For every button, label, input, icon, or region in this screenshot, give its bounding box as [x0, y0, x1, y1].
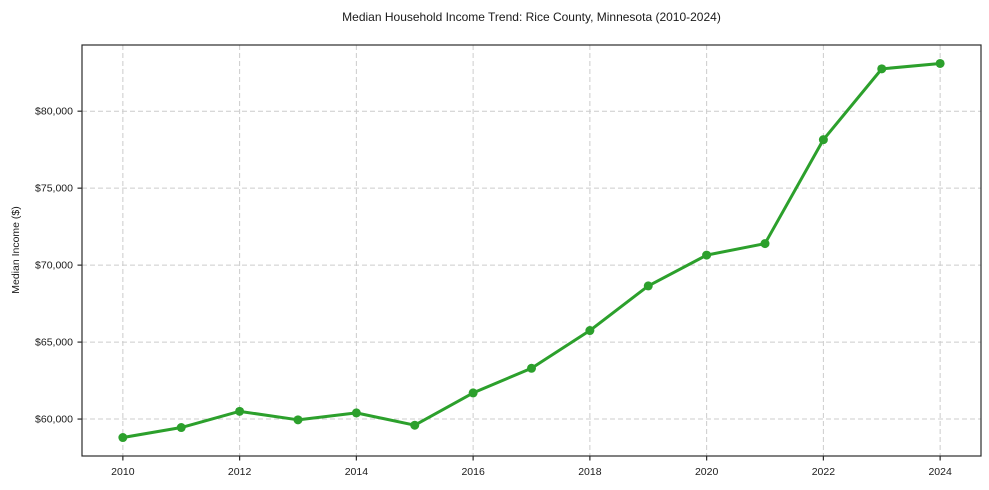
- data-point-2022: [818, 135, 828, 145]
- data-point-2012: [235, 406, 245, 416]
- y-tick-label: $80,000: [35, 106, 73, 118]
- data-point-2017: [527, 363, 536, 373]
- data-point-2024: [935, 58, 945, 68]
- x-tick-label: 2012: [228, 466, 252, 478]
- data-point-2020: [702, 250, 712, 260]
- y-tick-label: $60,000: [35, 414, 73, 426]
- x-tick-label: 2010: [111, 466, 135, 478]
- trend-line: [121, 61, 942, 440]
- y-tick-label: $70,000: [35, 260, 73, 272]
- x-tick-label: 2022: [812, 466, 836, 478]
- data-point-2019: [643, 281, 653, 291]
- data-point-2018: [585, 326, 595, 336]
- data-point-2023: [877, 64, 887, 74]
- data-point-2010: [118, 433, 128, 443]
- data-point-2014: [351, 408, 361, 418]
- chart-title: Median Household Income Trend: Rice Coun…: [342, 10, 721, 24]
- data-point-2013: [293, 415, 303, 425]
- y-tick-label: $65,000: [35, 337, 73, 349]
- y-tick-label: $75,000: [35, 183, 73, 195]
- data-point-2015: [410, 420, 420, 430]
- x-tick-label: 2020: [695, 466, 719, 478]
- x-tick-label: 2018: [578, 466, 602, 478]
- x-tick-label: 2024: [928, 466, 952, 478]
- x-tick-label: 2014: [345, 466, 369, 478]
- data-point-2021: [760, 239, 770, 249]
- x-tick-label: 2016: [461, 466, 485, 478]
- data-point-2016: [468, 388, 478, 398]
- plot-border: [81, 44, 982, 457]
- data-point-2011: [176, 423, 186, 433]
